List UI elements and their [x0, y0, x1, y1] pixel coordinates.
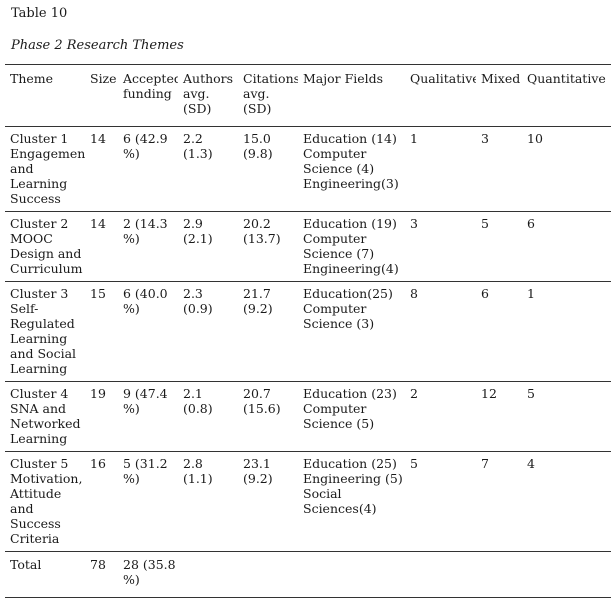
column-header-citations: Citations avg. (SD) [243, 71, 298, 116]
authors-cell: 2.9 (2.1) [183, 216, 213, 246]
table-row: Cluster 3 Self-Regulated Learning and So… [5, 282, 611, 382]
citations-cell: 23.1 (9.2) [243, 456, 273, 486]
major-fields-cell: Education (14) Computer Science (4) Engi… [298, 127, 405, 212]
major-field: Engineering(4) [303, 261, 399, 276]
column-header-mixed: Mixed [481, 71, 521, 86]
column-header-accepted-funding: Accepted funding [123, 71, 178, 101]
major-fields-cell: Education (19) Computer Science (7) Engi… [298, 212, 405, 282]
total-row: Total 78 28 (35.8 %) [5, 552, 611, 598]
table-row: Cluster 2 MOOC Design and Curriculum 14 … [5, 212, 611, 282]
major-field: Education (19) [303, 216, 397, 231]
table-row: Cluster 4 SNA and Networked Learning 19 … [5, 382, 611, 452]
major-field: Education (25) [303, 456, 397, 471]
size-cell: 15 [90, 286, 106, 301]
theme-cell: Cluster 2 MOOC Design and Curriculum [10, 216, 83, 276]
mixed-cell: 5 [481, 216, 489, 231]
table-row: Cluster 1 Engagement and Learning Succes… [5, 127, 611, 212]
major-field: Engineering(3) [303, 176, 399, 191]
column-header-quantitative: Quantitative [527, 71, 606, 86]
major-field: Computer Science (4) [303, 146, 375, 176]
accepted-funding-cell: 6 (42.9 %) [123, 131, 168, 161]
authors-cell: 2.3 (0.9) [183, 286, 213, 316]
qualitative-cell: 2 [410, 386, 418, 401]
mixed-cell: 7 [481, 456, 489, 471]
authors-cell: 2.1 (0.8) [183, 386, 213, 416]
mixed-cell: 6 [481, 286, 489, 301]
empty-cell [238, 552, 298, 598]
mixed-cell: 12 [481, 386, 497, 401]
column-header-size: Size [90, 71, 117, 86]
size-cell: 14 [90, 216, 106, 231]
quantitative-cell: 10 [527, 131, 543, 146]
column-header-authors: Authors avg. (SD) [183, 71, 234, 116]
citations-cell: 20.7 (15.6) [243, 386, 281, 416]
column-header-major-fields: Major Fields [303, 71, 384, 86]
citations-cell: 20.2 (13.7) [243, 216, 281, 246]
research-themes-table: Theme Size Accepted funding Authors avg.… [5, 64, 611, 598]
major-field: Computer Science (3) [303, 301, 375, 331]
qualitative-cell: 8 [410, 286, 418, 301]
empty-cell [298, 552, 405, 598]
quantitative-cell: 5 [527, 386, 535, 401]
theme-cell: Cluster 3 Self-Regulated Learning and So… [10, 286, 77, 376]
authors-cell: 2.2 (1.3) [183, 131, 213, 161]
accepted-funding-cell: 5 (31.2 %) [123, 456, 168, 486]
total-size: 78 [90, 557, 106, 572]
size-cell: 16 [90, 456, 106, 471]
document-page: Table 10 Phase 2 Research Themes Theme S… [5, 6, 611, 598]
table-row: Cluster 5 Motivation, Attitude and Succe… [5, 452, 611, 552]
theme-cell: Cluster 1 Engagement and Learning Succes… [10, 131, 85, 206]
authors-cell: 2.8 (1.1) [183, 456, 213, 486]
major-fields-cell: Education(25) Computer Science (3) [298, 282, 405, 382]
size-cell: 14 [90, 131, 106, 146]
major-field: Computer Science (5) [303, 401, 375, 431]
accepted-funding-cell: 9 (47.4 %) [123, 386, 168, 416]
table-title: Phase 2 Research Themes [11, 38, 184, 53]
mixed-cell: 3 [481, 131, 489, 146]
major-field: Computer Science (7) [303, 231, 375, 261]
major-field: Engineering (5) [303, 471, 403, 486]
table-header-row: Theme Size Accepted funding Authors avg.… [5, 64, 611, 127]
empty-cell [522, 552, 611, 598]
major-field: Education (23) [303, 386, 397, 401]
empty-cell [405, 552, 476, 598]
quantitative-cell: 4 [527, 456, 535, 471]
theme-cell: Cluster 5 Motivation, Attitude and Succe… [10, 456, 83, 546]
citations-cell: 15.0 (9.8) [243, 131, 273, 161]
quantitative-cell: 6 [527, 216, 535, 231]
major-field: Education (14) [303, 131, 397, 146]
empty-cell [476, 552, 522, 598]
table-number: Table 10 [11, 6, 68, 21]
major-fields-cell: Education (25) Engineering (5) Social Sc… [298, 452, 405, 552]
size-cell: 19 [90, 386, 106, 401]
empty-cell [178, 552, 238, 598]
qualitative-cell: 5 [410, 456, 418, 471]
theme-cell: Cluster 4 SNA and Networked Learning [10, 386, 81, 446]
column-header-qualitative: Qualitative [410, 71, 476, 86]
accepted-funding-cell: 6 (40.0 %) [123, 286, 168, 316]
accepted-funding-cell: 2 (14.3 %) [123, 216, 168, 246]
major-fields-cell: Education (23) Computer Science (5) [298, 382, 405, 452]
qualitative-cell: 1 [410, 131, 418, 146]
total-label: Total [10, 557, 42, 572]
total-accepted-funding: 28 (35.8 %) [123, 557, 176, 587]
citations-cell: 21.7 (9.2) [243, 286, 273, 316]
quantitative-cell: 1 [527, 286, 535, 301]
qualitative-cell: 3 [410, 216, 418, 231]
column-header-theme: Theme [10, 71, 54, 86]
major-field: Education(25) [303, 286, 393, 301]
major-field: Social Sciences(4) [303, 486, 377, 516]
